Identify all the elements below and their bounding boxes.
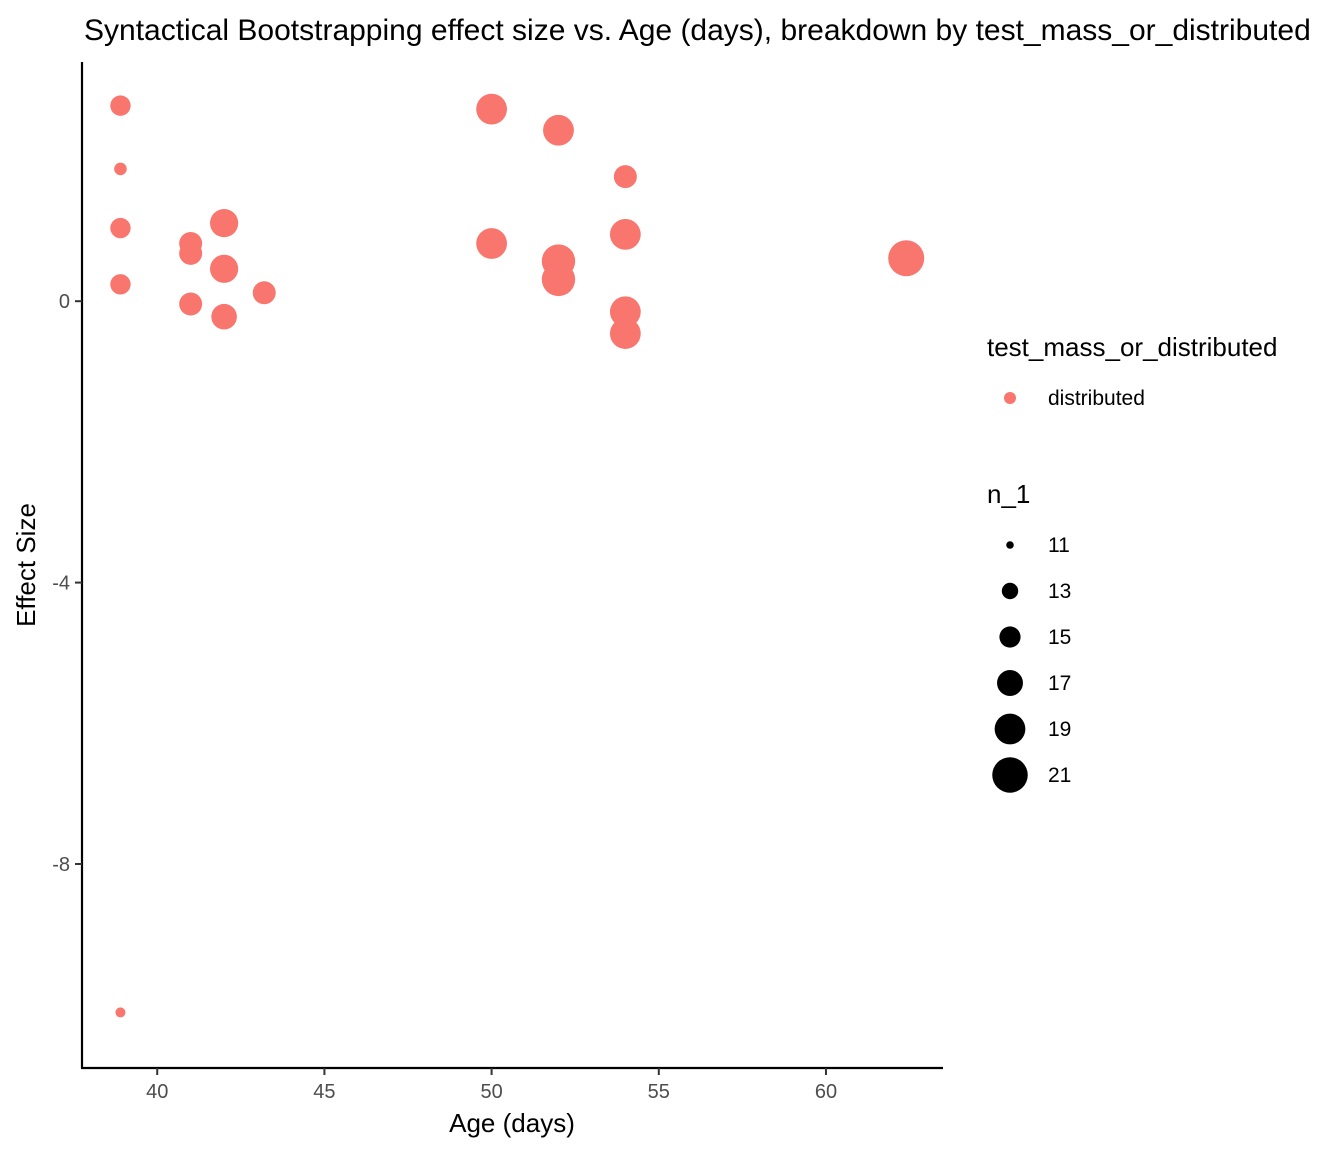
legend-size-label: 17: [1048, 672, 1071, 695]
legend-size-label: 13: [1048, 580, 1071, 603]
data-point: [210, 209, 239, 238]
legend-color-entries: distributed: [1004, 387, 1145, 410]
data-point: [476, 228, 508, 259]
data-point: [541, 262, 576, 297]
data-point: [252, 281, 276, 305]
data-point: [609, 318, 641, 349]
data-point: [476, 93, 508, 125]
legend-size-title: n_1: [987, 479, 1030, 509]
x-tick-label: 45: [313, 1081, 335, 1103]
y-axis-ticks: 0 -4 -8: [52, 291, 82, 876]
legend-size-key: [999, 626, 1021, 648]
legend-size-key: [1006, 541, 1014, 549]
data-point: [609, 296, 641, 328]
plot-area: 40 45 50 55 60 0 -4 -8: [52, 62, 943, 1103]
legend-color-label: distributed: [1048, 387, 1145, 410]
data-points: [110, 93, 925, 1018]
data-point: [110, 95, 131, 116]
data-point: [210, 254, 239, 283]
data-point: [613, 165, 637, 189]
legend-size-key: [1001, 582, 1019, 600]
x-tick-label: 55: [648, 1081, 670, 1103]
data-point: [179, 241, 203, 265]
y-tick-label: -8: [52, 854, 70, 876]
data-point: [110, 274, 131, 295]
data-point: [888, 240, 925, 277]
legend-size-key: [994, 713, 1026, 745]
legend-size-key: [997, 670, 1023, 696]
data-point: [609, 218, 641, 250]
x-tick-label: 40: [146, 1081, 168, 1103]
data-point: [110, 217, 131, 239]
chart-title: Syntactical Bootstrapping effect size vs…: [84, 14, 1311, 47]
legend-size-label: 11: [1048, 534, 1070, 557]
legend-size-label: 15: [1048, 626, 1071, 649]
x-tick-label: 50: [480, 1081, 502, 1103]
data-point: [543, 114, 574, 146]
y-axis-title: Effect Size: [11, 503, 41, 627]
legend-color-title: test_mass_or_distributed: [987, 332, 1277, 362]
legend-size-entries: 11 13 15 17 19 21: [992, 534, 1071, 793]
legend: test_mass_or_distributed distributed n_1…: [987, 332, 1277, 793]
data-point: [115, 1007, 126, 1018]
data-point: [179, 292, 203, 316]
y-tick-label: -4: [52, 573, 70, 595]
x-axis-ticks: 40 45 50 55 60: [146, 1068, 837, 1103]
legend-color-key: [1004, 392, 1016, 404]
legend-size-key: [992, 757, 1028, 793]
data-point: [211, 303, 237, 330]
data-point: [114, 162, 127, 176]
legend-size-label: 21: [1048, 764, 1071, 787]
y-tick-label: 0: [59, 291, 70, 313]
x-axis-title: Age (days): [449, 1108, 575, 1138]
x-tick-label: 60: [815, 1081, 837, 1103]
legend-size-label: 19: [1048, 718, 1071, 741]
